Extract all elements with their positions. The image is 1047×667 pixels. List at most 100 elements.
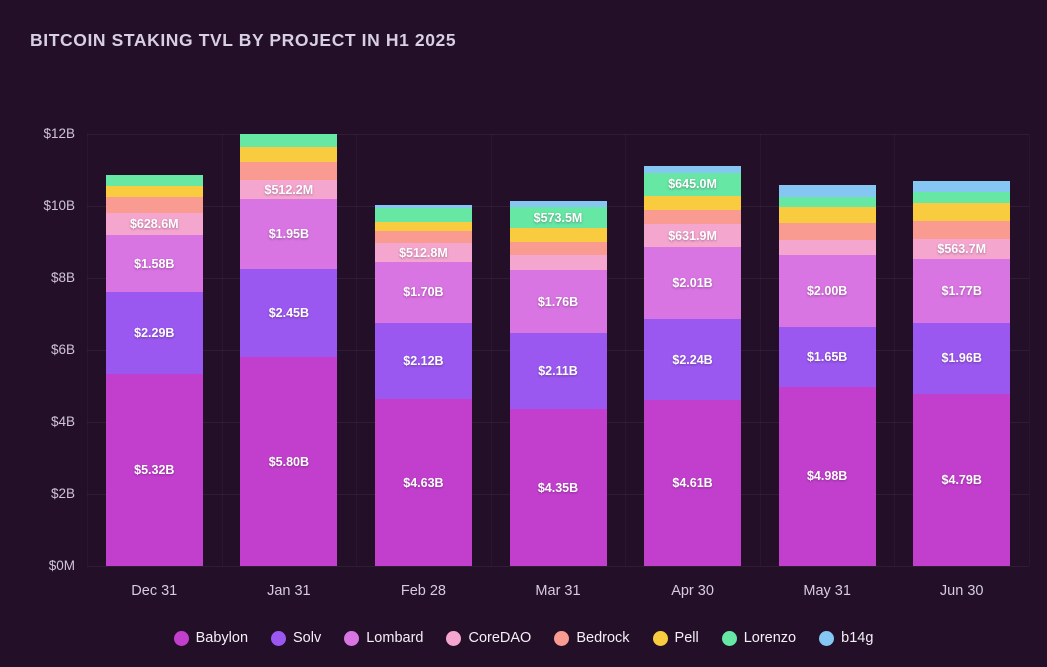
bar-segment-lorenzo-jan-31 (240, 133, 338, 148)
legend-label: Bedrock (576, 630, 630, 646)
segment-value-label: $631.9M (668, 228, 717, 243)
x-axis-label-jan-31: Jan 31 (267, 583, 311, 599)
segment-value-label: $2.12B (403, 354, 444, 369)
segment-value-label: $1.77B (941, 284, 982, 299)
x-gridline (625, 134, 626, 566)
bar-segment-pell-jan-31 (240, 147, 338, 163)
bar-segment-lorenzo-may-31 (778, 196, 876, 208)
bar-segment-lombard-may-31: $2.00B (778, 255, 876, 328)
x-gridline (491, 134, 492, 566)
bar-segment-bedrock-dec-31 (105, 197, 203, 213)
legend-label: CoreDAO (468, 630, 532, 646)
y-axis-tick: $8B (50, 270, 75, 285)
bar-segment-lorenzo-jun-30 (913, 191, 1011, 203)
bar-segment-bedrock-may-31 (778, 223, 876, 240)
bar-segment-coredao-mar-31 (509, 254, 607, 271)
bar-segment-babylon-mar-31: $4.35B (509, 409, 607, 566)
bar-segment-lorenzo-feb-28 (374, 208, 472, 222)
bar-segment-solv-apr-30: $2.24B (644, 319, 742, 401)
x-axis-label-mar-31: Mar 31 (535, 583, 581, 599)
bar-segment-pell-jun-30 (913, 202, 1011, 221)
legend-label: Babylon (195, 630, 249, 646)
y-axis-tick: $2B (50, 486, 75, 501)
x-axis-label-jun-30: Jun 30 (939, 583, 984, 599)
legend-item-bedrock[interactable]: Bedrock (554, 630, 630, 646)
y-axis-tick: $10B (43, 198, 75, 213)
bar-segment-solv-jan-31: $2.45B (240, 269, 338, 358)
legend-item-lorenzo[interactable]: Lorenzo (721, 630, 797, 646)
legend-label: Solv (293, 630, 322, 646)
legend-dot-babylon (173, 630, 189, 646)
bar-segment-solv-may-31: $1.65B (778, 327, 876, 387)
x-gridline (356, 134, 357, 566)
bar-segment-bedrock-feb-28 (374, 230, 472, 244)
x-axis-label-dec-31: Dec 31 (131, 583, 178, 599)
bar-segment-lombard-apr-30: $2.01B (644, 247, 742, 320)
y-axis-tick: $12B (43, 126, 75, 141)
bar-segment-pell-dec-31 (105, 185, 203, 198)
segment-value-label: $512.8M (399, 245, 448, 260)
y-axis-tick: $4B (50, 414, 75, 429)
bar-segment-babylon-jun-30: $4.79B (913, 393, 1011, 566)
x-axis-label-may-31: May 31 (803, 583, 851, 599)
legend-dot-b14g (819, 630, 835, 646)
legend-label: Lombard (366, 630, 424, 646)
bar-segment-solv-feb-28: $2.12B (374, 323, 472, 400)
legend-item-babylon[interactable]: Babylon (173, 630, 249, 646)
x-gridline (222, 134, 223, 566)
segment-value-label: $2.11B (538, 364, 578, 379)
legend-dot-lombard (344, 630, 360, 646)
segment-value-label: $1.96B (941, 351, 982, 366)
legend-label: Lorenzo (743, 630, 797, 646)
x-gridline (1029, 134, 1030, 566)
bar-segment-b14g-feb-28 (374, 205, 472, 209)
y-gridline (87, 134, 1029, 135)
segment-value-label: $1.65B (806, 350, 848, 365)
legend-dot-solv (271, 630, 287, 646)
bar-segment-b14g-mar-31 (509, 200, 607, 208)
legend-dot-bedrock (554, 630, 570, 646)
bar-segment-solv-jun-30: $1.96B (913, 323, 1011, 394)
segment-value-label: $1.76B (537, 294, 579, 309)
segment-value-label: $2.00B (806, 284, 848, 299)
bar-segment-coredao-dec-31: $628.6M (105, 212, 203, 236)
x-gridline (760, 134, 761, 566)
segment-value-label: $1.58B (134, 256, 175, 271)
legend-item-b14g[interactable]: b14g (819, 630, 873, 646)
bar-segment-bedrock-jan-31 (240, 162, 338, 181)
segment-value-label: $2.24B (672, 352, 713, 367)
x-gridline (87, 134, 88, 566)
bar-segment-pell-apr-30 (644, 195, 742, 211)
segment-value-label: $628.6M (129, 216, 179, 231)
y-axis-tick: $0M (48, 558, 75, 573)
segment-value-label: $2.29B (134, 326, 175, 341)
bar-segment-b14g-apr-30 (644, 165, 742, 173)
bar-segment-coredao-feb-28: $512.8M (374, 243, 472, 262)
legend-item-pell[interactable]: Pell (652, 630, 699, 646)
legend-item-lombard[interactable]: Lombard (344, 630, 423, 646)
bar-segment-coredao-may-31 (778, 239, 876, 256)
segment-value-label: $5.32B (134, 463, 175, 478)
legend-dot-lorenzo (721, 630, 737, 646)
bar-segment-bedrock-mar-31 (509, 242, 607, 255)
bar-segment-babylon-jan-31: $5.80B (240, 357, 338, 566)
bar-segment-solv-dec-31: $2.29B (105, 292, 203, 375)
segment-value-label: $4.35B (537, 480, 579, 495)
bar-segment-pell-may-31 (778, 207, 876, 224)
legend-item-coredao[interactable]: CoreDAO (446, 630, 531, 646)
x-axis-label-apr-30: Apr 30 (671, 583, 714, 599)
segment-value-label: $4.79B (941, 472, 982, 487)
bar-segment-lorenzo-apr-30: $645.0M (644, 172, 742, 196)
segment-value-label: $563.7M (937, 242, 987, 257)
segment-value-label: $5.80B (268, 454, 309, 469)
legend-label: Pell (674, 630, 699, 646)
bar-segment-lombard-dec-31: $1.58B (105, 235, 203, 293)
bar-segment-babylon-dec-31: $5.32B (105, 374, 203, 566)
segment-value-label: $573.5M (533, 210, 583, 225)
bar-segment-lombard-jan-31: $1.95B (240, 198, 338, 269)
bar-segment-pell-feb-28 (374, 221, 472, 231)
bar-segment-lorenzo-mar-31: $573.5M (509, 207, 607, 228)
legend-label: b14g (841, 630, 874, 646)
legend-item-solv[interactable]: Solv (271, 630, 321, 646)
